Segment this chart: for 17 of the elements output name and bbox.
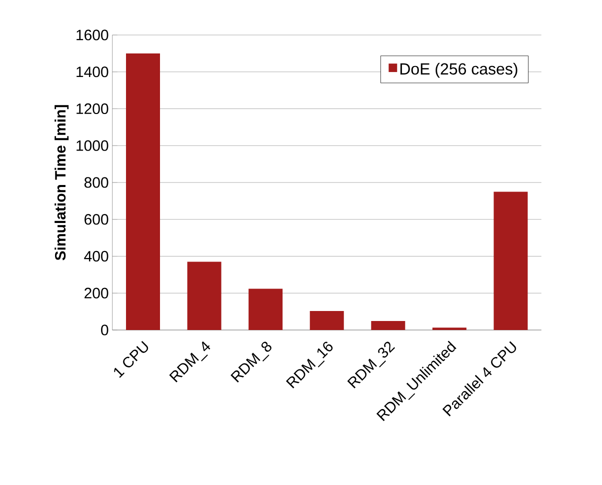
bar xyxy=(371,320,406,330)
bar xyxy=(248,288,283,330)
bar xyxy=(126,53,160,330)
y-tick-label: 1000 xyxy=(76,140,108,151)
y-axis-title: Simulation Time [min] xyxy=(54,105,69,260)
y-tick-label: 1200 xyxy=(76,103,108,114)
y-tick-label: 400 xyxy=(84,250,108,262)
y-tick-label: 1400 xyxy=(76,66,108,78)
y-tick-label: 1600 xyxy=(76,30,108,40)
legend-label: DoE (256 cases) xyxy=(400,62,518,78)
y-tick-label: 600 xyxy=(84,214,108,225)
bar xyxy=(187,262,222,330)
bar xyxy=(494,192,528,330)
y-tick-label: 200 xyxy=(84,288,108,298)
y-tick-label: 800 xyxy=(84,177,108,188)
bar xyxy=(310,311,344,330)
y-tick-label: 0 xyxy=(101,324,108,336)
